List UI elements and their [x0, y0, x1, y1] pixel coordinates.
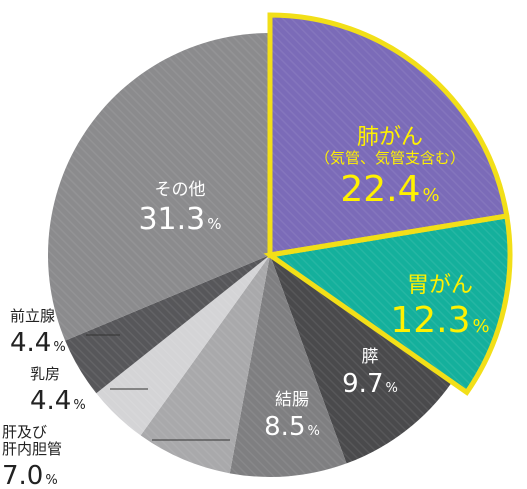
label-name-前立腺: 前立腺 — [10, 307, 55, 325]
slice-texture-胃がん — [270, 215, 510, 393]
label-name-乳房: 乳房 — [30, 365, 60, 383]
label-value-前立腺: 4.4% — [10, 328, 66, 358]
slice-texture-結腸 — [229, 255, 347, 477]
value-unit-肺がん: % — [423, 185, 440, 206]
value-number-胃がん: 12.3 — [390, 300, 470, 341]
slice-texture-乳房 — [96, 255, 270, 436]
label-value-その他: 31.3% — [138, 202, 221, 237]
value-unit-胃がん: % — [473, 316, 490, 337]
value-unit-前立腺: % — [53, 340, 65, 355]
value-unit-膵: % — [386, 381, 398, 396]
label-value-膵: 9.7% — [342, 369, 398, 399]
label-膵: 膵9.7% — [342, 347, 398, 399]
label-name-その他: その他 — [155, 180, 206, 200]
leader-lines — [86, 334, 230, 441]
value-number-その他: 31.3 — [138, 202, 205, 237]
label-前立腺: 前立腺 4.4% — [10, 307, 66, 358]
label-結腸: 結腸8.5% — [264, 390, 320, 442]
slice-texture-肺がん — [270, 15, 507, 255]
label-sub-肺がん: （気管、気管支含む） — [315, 149, 465, 167]
value-unit-その他: % — [207, 215, 221, 233]
value-number-肝及び肝内胆管: 7.0 — [2, 461, 43, 489]
slice-texture-前立腺 — [65, 255, 270, 394]
slice-texture-その他 — [48, 33, 271, 341]
highlight-outline-layer — [263, 12, 513, 396]
value-number-膵: 9.7 — [342, 369, 383, 399]
label-name-胃がん: 胃がん — [407, 273, 473, 298]
slice-outline-肺がん — [267, 12, 510, 258]
value-unit-乳房: % — [73, 398, 85, 413]
value-number-前立腺: 4.4 — [10, 328, 51, 358]
pie-slices — [48, 15, 510, 477]
label-value-肝及び肝内胆管: 7.0% — [2, 461, 58, 489]
label-value-胃がん: 12.3% — [390, 300, 489, 341]
label-name-肝及び肝内胆管-0: 肝及び — [2, 423, 47, 441]
value-number-乳房: 4.4 — [30, 386, 71, 416]
value-number-肺がん: 22.4 — [340, 169, 420, 210]
label-value-結腸: 8.5% — [264, 412, 320, 442]
label-name-結腸: 結腸 — [275, 390, 309, 410]
label-value-乳房: 4.4% — [30, 386, 86, 416]
value-number-結腸: 8.5 — [264, 412, 305, 442]
slice-texture-肝及び肝内胆管 — [140, 255, 270, 474]
label-name-肝及び肝内胆管-1: 肝内胆管 — [2, 440, 62, 458]
label-肺がん: 肺がん（気管、気管支含む） 22.4% — [315, 125, 465, 210]
label-乳房: 乳房 4.4% — [30, 365, 86, 416]
label-value-肺がん: 22.4% — [340, 169, 439, 210]
slice-outline-胃がん — [263, 213, 513, 396]
slice-texture-膵 — [270, 255, 453, 464]
label-name-膵: 膵 — [362, 347, 379, 367]
value-unit-肝及び肝内胆管: % — [45, 473, 57, 488]
value-unit-結腸: % — [308, 424, 320, 439]
label-name-肺がん: 肺がん — [357, 125, 423, 150]
